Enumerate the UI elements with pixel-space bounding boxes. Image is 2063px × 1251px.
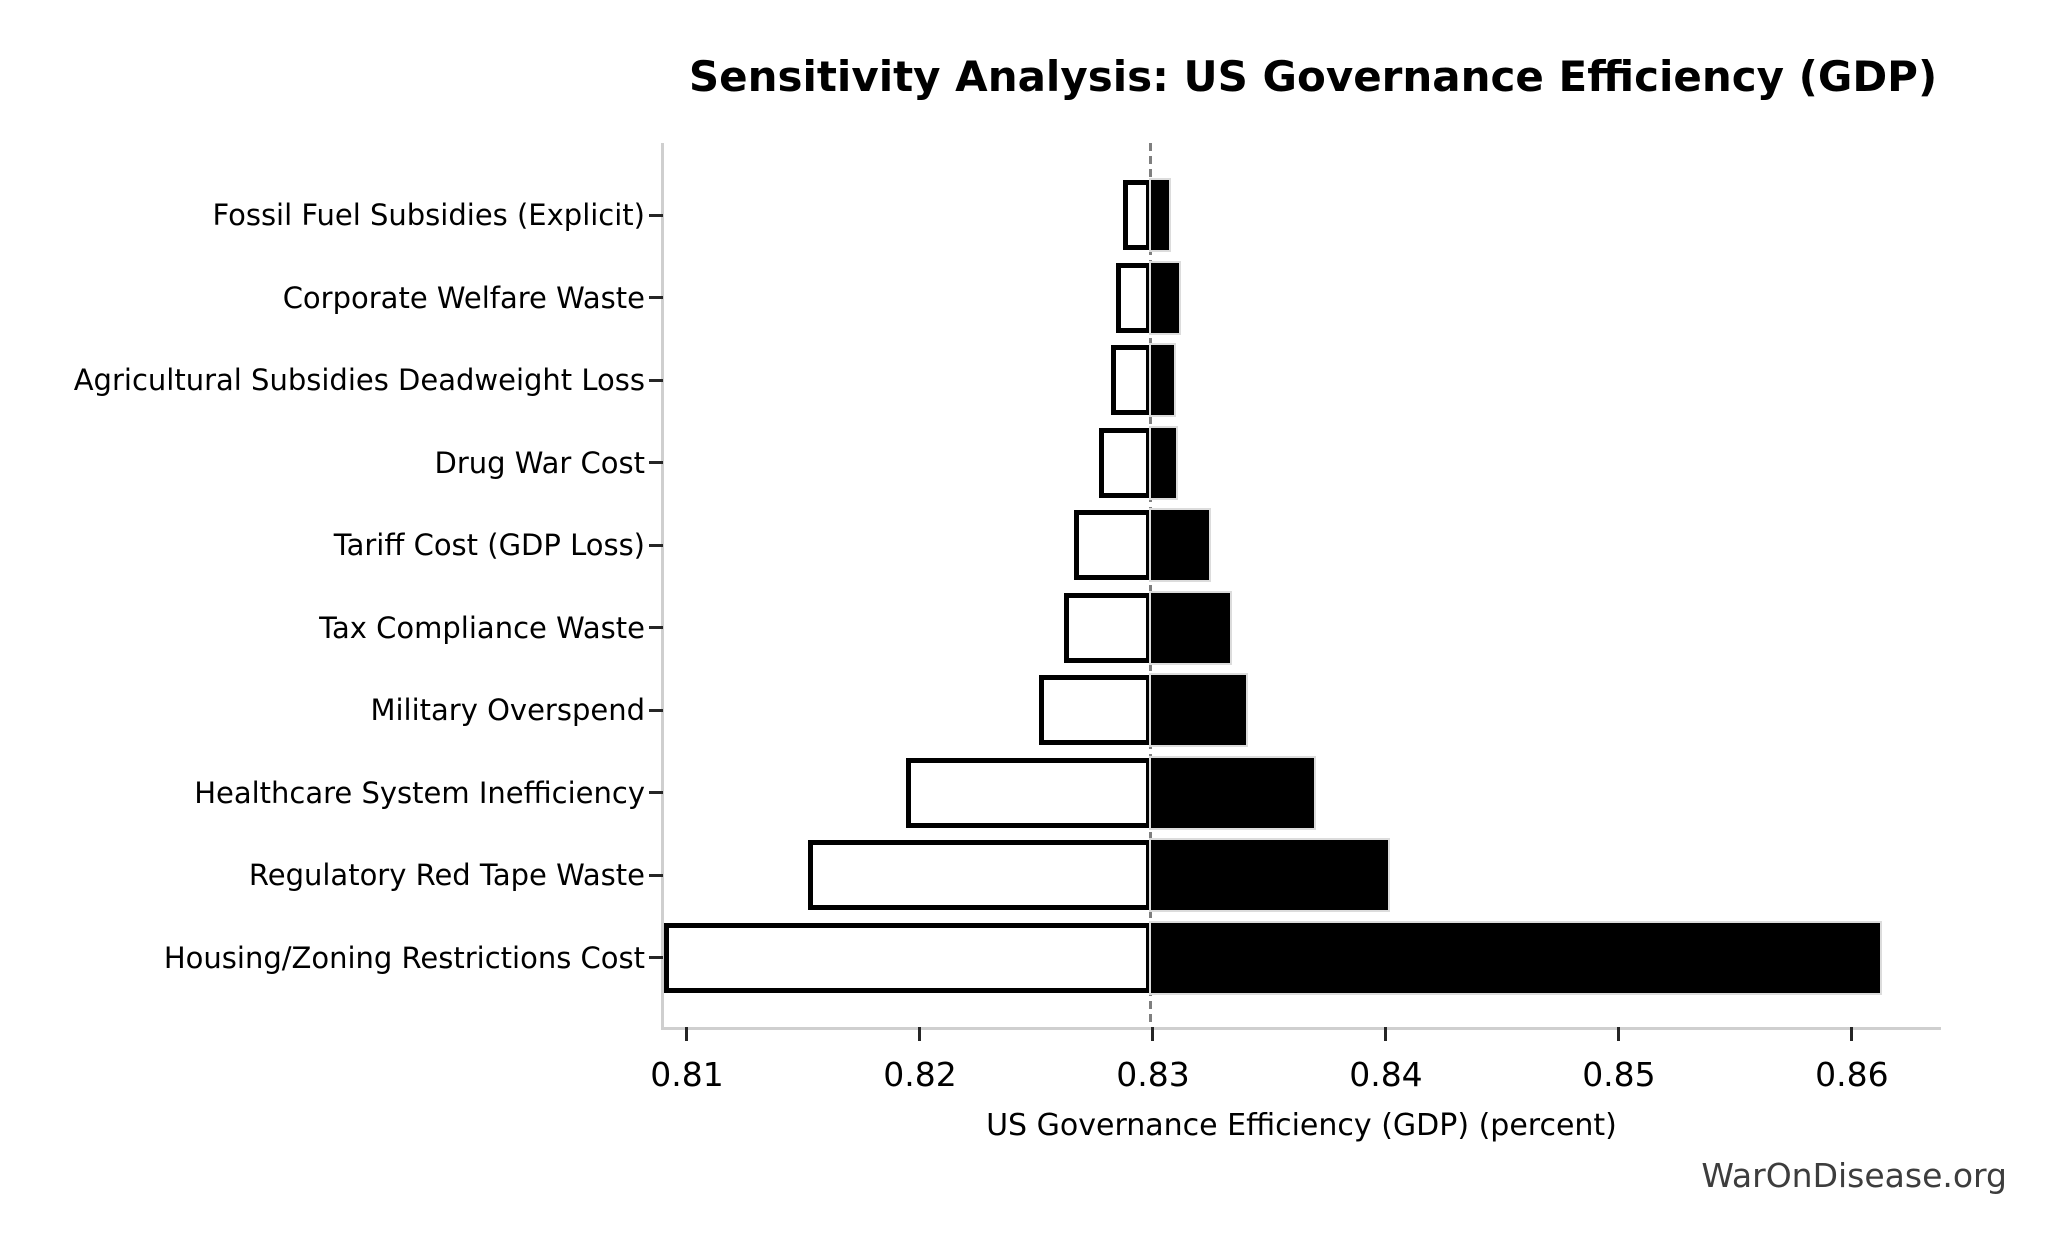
y-tick-label: Tax Compliance Waste [319, 610, 645, 645]
bar-high-segment [1150, 180, 1170, 251]
y-tick-label: Tariff Cost (GDP Loss) [333, 528, 645, 563]
bar-low-segment [906, 757, 1151, 828]
bar-low-segment [1111, 345, 1151, 416]
y-axis-spine [661, 143, 664, 1030]
x-tick-label: 0.83 [1116, 1055, 1190, 1094]
y-tick-label: Corporate Welfare Waste [282, 280, 645, 315]
bar-low-segment [1122, 180, 1151, 251]
bar-low-segment [1099, 427, 1151, 498]
x-axis-label: US Governance Efficiency (GDP) (percent) [986, 1108, 1617, 1143]
watermark: WarOnDisease.org [1701, 1156, 2007, 1195]
x-tick-mark [1151, 1027, 1155, 1041]
x-tick-label: 0.86 [1815, 1055, 1889, 1094]
bar-high-segment [1150, 262, 1179, 333]
x-tick-label: 0.84 [1349, 1055, 1423, 1094]
bar-low-segment [1073, 510, 1151, 581]
x-tick-mark [918, 1027, 922, 1041]
bar-high-segment [1150, 427, 1177, 498]
y-tick-mark [649, 791, 663, 795]
y-tick-mark [649, 543, 663, 547]
bar-low-segment [1038, 675, 1151, 746]
x-axis-spine [661, 1027, 1941, 1030]
y-tick-label: Fossil Fuel Subsidies (Explicit) [212, 198, 645, 233]
chart-title: Sensitivity Analysis: US Governance Effi… [688, 52, 1938, 101]
y-tick-mark [649, 213, 663, 217]
x-tick-mark [685, 1027, 689, 1041]
y-tick-label: Housing/Zoning Restrictions Cost [163, 940, 645, 975]
bar-low-segment [663, 922, 1151, 993]
bar-low-segment [1064, 592, 1151, 663]
y-tick-mark [649, 296, 663, 300]
y-tick-label: Drug War Cost [434, 445, 645, 480]
y-tick-label: Healthcare System Inefficiency [194, 775, 645, 810]
baseline-line [1149, 143, 1153, 1027]
y-tick-mark [649, 378, 663, 382]
y-tick-label: Military Overspend [370, 693, 645, 728]
bar-high-segment [1150, 592, 1230, 663]
y-tick-label: Regulatory Red Tape Waste [248, 858, 645, 893]
bar-high-segment [1150, 510, 1209, 581]
bar-high-segment [1150, 675, 1247, 746]
y-tick-mark [649, 873, 663, 877]
bar-high-segment [1150, 922, 1880, 993]
x-tick-label: 0.81 [650, 1055, 724, 1094]
y-tick-mark [649, 461, 663, 465]
y-tick-label: Agricultural Subsidies Deadweight Loss [73, 363, 645, 398]
x-tick-label: 0.82 [883, 1055, 957, 1094]
bar-low-segment [1115, 262, 1151, 333]
y-tick-mark [649, 626, 663, 630]
y-tick-mark [649, 956, 663, 960]
x-tick-mark [1384, 1027, 1388, 1041]
bar-high-segment [1150, 757, 1314, 828]
x-tick-mark [1850, 1027, 1854, 1041]
x-tick-mark [1617, 1027, 1621, 1041]
bar-high-segment [1150, 345, 1174, 416]
y-tick-mark [649, 708, 663, 712]
bar-high-segment [1150, 840, 1389, 911]
x-tick-label: 0.85 [1582, 1055, 1656, 1094]
bar-low-segment [808, 840, 1151, 911]
